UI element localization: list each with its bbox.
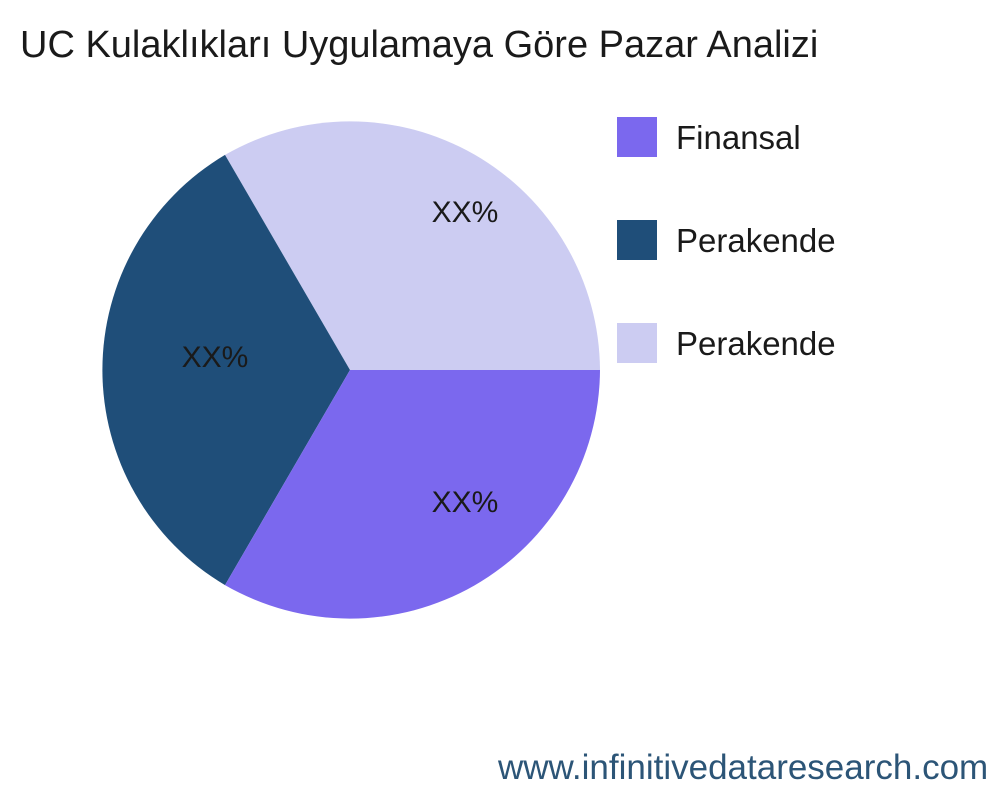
- svg-text:XX%: XX%: [182, 341, 249, 374]
- svg-text:XX%: XX%: [432, 196, 499, 229]
- svg-text:XX%: XX%: [432, 486, 499, 519]
